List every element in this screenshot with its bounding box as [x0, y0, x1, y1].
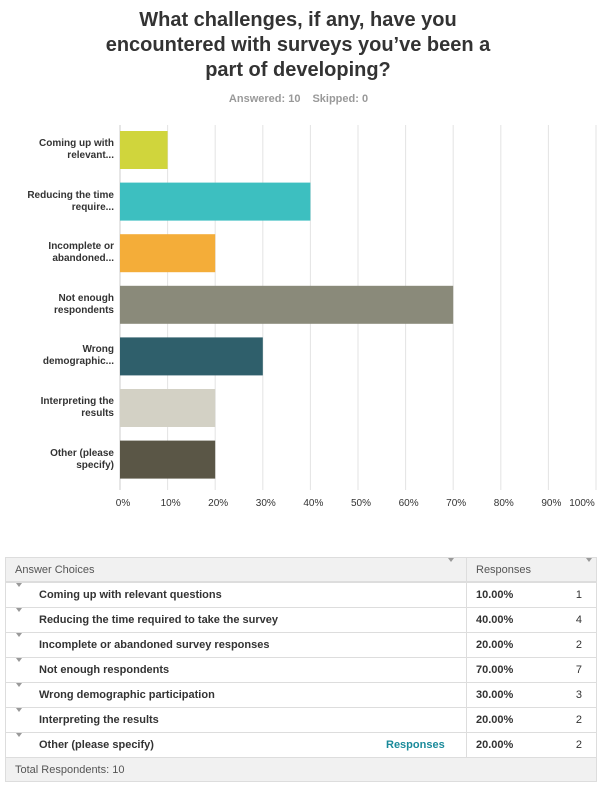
expand-arrow: [16, 633, 22, 637]
x-tick-label: 90%: [541, 498, 562, 509]
x-tick-label: 0%: [115, 498, 131, 509]
expand-arrow: [16, 583, 22, 587]
table-row: Reducing the time required to take the s…: [5, 607, 597, 633]
percent: 10.00%: [476, 589, 514, 601]
x-tick-label: 40%: [303, 498, 324, 509]
choice: Not enough respondents: [39, 664, 170, 676]
table-row: Other (please specify) Responses 20.00% 2: [5, 732, 597, 758]
header-responses: Responses: [476, 564, 532, 576]
category-label: Reducing the time require...: [27, 189, 114, 213]
count: 2: [575, 739, 582, 751]
count: 1: [575, 589, 582, 601]
col-sep: [466, 683, 467, 708]
category-label: Incomplete or abandoned...: [48, 241, 114, 265]
bar: [120, 131, 168, 169]
table-header: Answer Choices Responses: [5, 557, 597, 583]
choice: Incomplete or abandoned survey responses: [39, 639, 270, 651]
percent: 20.00%: [476, 639, 514, 651]
x-tick-label: 60%: [398, 498, 419, 509]
expand-arrow: [16, 683, 22, 687]
bar: [120, 440, 216, 479]
choice: Other (please specify): [39, 739, 154, 751]
col-sep: [466, 733, 467, 758]
skipped: Skipped: 0: [312, 93, 369, 105]
responses-link[interactable]: Responses: [386, 739, 445, 751]
percent: 70.00%: [476, 664, 514, 676]
sort-arrow: [448, 558, 454, 562]
x-tick-label: 30%: [255, 498, 276, 509]
expand-arrow: [16, 608, 22, 612]
table-footer: Total Respondents: 10: [5, 757, 597, 782]
expand-arrow: [16, 658, 22, 662]
percent: 20.00%: [476, 739, 514, 751]
bar: [120, 285, 454, 324]
percent: 30.00%: [476, 689, 514, 701]
col-sep: [466, 583, 467, 608]
summary: Answered: 10 Skipped: 0: [0, 93, 597, 105]
choice: Wrong demographic participation: [39, 689, 215, 701]
header-choice: Answer Choices: [15, 564, 95, 576]
count: 2: [575, 639, 582, 651]
col-sep: [466, 708, 467, 733]
x-tick-label: 100%: [569, 498, 595, 509]
col-sep: [466, 633, 467, 658]
category-label: Other (please specify): [50, 447, 114, 471]
table-row: Incomplete or abandoned survey responses…: [5, 632, 597, 658]
count: 2: [575, 714, 582, 726]
col-sep: [466, 608, 467, 633]
bar: [120, 389, 216, 427]
footer: Total Respondents: 10: [15, 764, 125, 776]
count: 3: [575, 689, 582, 701]
count: 4: [575, 614, 582, 626]
percent: 20.00%: [476, 714, 514, 726]
percent: 40.00%: [476, 614, 514, 626]
expand-arrow: [16, 733, 22, 737]
table-row: Coming up with relevant questions 10.00% 1: [5, 582, 597, 608]
expand-arrow: [16, 708, 22, 712]
choice: Interpreting the results: [39, 714, 159, 726]
x-tick-label: 70%: [446, 498, 467, 509]
choice: Reducing the time required to take the s…: [39, 614, 279, 626]
col-sep: [466, 658, 467, 683]
category-label: Not enough respondents: [53, 292, 114, 316]
bar: [120, 337, 263, 376]
table-row: Interpreting the results 20.00% 2: [5, 707, 597, 733]
answered: Answered: 10: [228, 93, 301, 105]
table-row: Wrong demographic participation 30.00% 3: [5, 682, 597, 708]
table-row: Not enough respondents 70.00% 7: [5, 657, 597, 683]
x-tick-label: 80%: [493, 498, 514, 509]
sort-arrow: [586, 558, 592, 562]
category-label: Coming up with relevant...: [39, 138, 114, 161]
x-tick-label: 20%: [208, 498, 229, 509]
choice: Coming up with relevant questions: [39, 589, 222, 601]
category-label: Interpreting the results: [40, 396, 114, 419]
count: 7: [575, 664, 582, 676]
col-sep: [466, 558, 467, 583]
category-label: Wrong demographic...: [42, 344, 114, 368]
x-tick-label: 10%: [160, 498, 181, 509]
chart-title: What challenges, if any, have you encoun…: [105, 9, 491, 81]
bar: [120, 234, 216, 273]
x-tick-label: 50%: [350, 498, 371, 509]
bar: [120, 182, 311, 221]
